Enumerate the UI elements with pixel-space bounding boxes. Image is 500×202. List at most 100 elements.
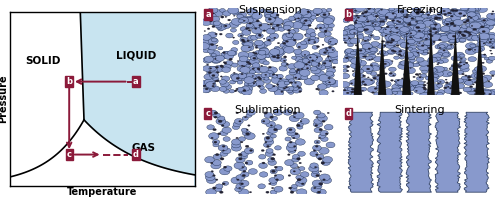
- Circle shape: [450, 22, 458, 26]
- Circle shape: [323, 14, 326, 16]
- Circle shape: [393, 18, 404, 24]
- Circle shape: [324, 15, 335, 22]
- Circle shape: [199, 43, 209, 49]
- Circle shape: [374, 88, 377, 89]
- Circle shape: [426, 12, 430, 14]
- Circle shape: [408, 29, 414, 33]
- Circle shape: [320, 130, 328, 136]
- Circle shape: [274, 128, 278, 131]
- Circle shape: [482, 73, 485, 75]
- Circle shape: [368, 6, 374, 10]
- Circle shape: [374, 76, 380, 80]
- Circle shape: [318, 115, 328, 121]
- Circle shape: [467, 15, 477, 21]
- Circle shape: [240, 180, 249, 186]
- Circle shape: [284, 56, 286, 58]
- Circle shape: [350, 63, 360, 68]
- Circle shape: [202, 48, 210, 53]
- Circle shape: [277, 81, 287, 88]
- Circle shape: [382, 41, 384, 42]
- Circle shape: [452, 38, 460, 43]
- Circle shape: [458, 31, 462, 33]
- Circle shape: [218, 27, 224, 31]
- Circle shape: [374, 92, 380, 96]
- Circle shape: [478, 77, 488, 83]
- Circle shape: [230, 58, 232, 60]
- Circle shape: [443, 10, 446, 12]
- Circle shape: [486, 13, 498, 19]
- Circle shape: [378, 82, 382, 84]
- Circle shape: [379, 28, 390, 34]
- Circle shape: [433, 92, 438, 95]
- Circle shape: [402, 79, 410, 84]
- Circle shape: [242, 29, 251, 35]
- Circle shape: [238, 19, 244, 23]
- Circle shape: [228, 7, 239, 14]
- Circle shape: [436, 52, 442, 56]
- Circle shape: [242, 130, 250, 136]
- Circle shape: [450, 13, 452, 14]
- Circle shape: [352, 91, 362, 97]
- Circle shape: [292, 184, 298, 188]
- Circle shape: [474, 15, 480, 18]
- Circle shape: [418, 31, 425, 35]
- Circle shape: [266, 17, 275, 23]
- Circle shape: [270, 181, 276, 185]
- Circle shape: [473, 21, 484, 28]
- Circle shape: [406, 35, 418, 42]
- Circle shape: [242, 128, 248, 132]
- Circle shape: [266, 53, 273, 57]
- Circle shape: [212, 140, 220, 144]
- Circle shape: [407, 39, 415, 44]
- Circle shape: [201, 19, 211, 25]
- Circle shape: [254, 41, 265, 48]
- Circle shape: [206, 64, 208, 65]
- Circle shape: [293, 171, 296, 172]
- Circle shape: [241, 45, 251, 52]
- Circle shape: [439, 45, 445, 48]
- Circle shape: [432, 28, 436, 30]
- Circle shape: [271, 12, 274, 14]
- Circle shape: [296, 86, 298, 87]
- Circle shape: [280, 78, 281, 79]
- Circle shape: [488, 81, 490, 82]
- Circle shape: [354, 22, 356, 23]
- Circle shape: [268, 183, 271, 185]
- Circle shape: [299, 162, 302, 164]
- Circle shape: [244, 117, 246, 118]
- Circle shape: [290, 191, 294, 193]
- Circle shape: [312, 61, 320, 66]
- Circle shape: [458, 92, 462, 94]
- Circle shape: [350, 29, 358, 34]
- Circle shape: [266, 137, 270, 139]
- Circle shape: [257, 77, 260, 79]
- Circle shape: [273, 87, 283, 93]
- Circle shape: [427, 65, 430, 67]
- Circle shape: [234, 72, 235, 73]
- Circle shape: [371, 59, 373, 60]
- Circle shape: [302, 12, 312, 18]
- Circle shape: [252, 27, 262, 34]
- Circle shape: [488, 33, 496, 37]
- Circle shape: [326, 71, 334, 76]
- Circle shape: [240, 27, 247, 31]
- Circle shape: [470, 49, 472, 50]
- Circle shape: [356, 69, 364, 73]
- Circle shape: [389, 73, 396, 77]
- Circle shape: [358, 16, 370, 23]
- Circle shape: [242, 55, 248, 59]
- Circle shape: [290, 168, 300, 175]
- Circle shape: [373, 24, 378, 27]
- Circle shape: [477, 35, 484, 38]
- Circle shape: [216, 67, 222, 70]
- Circle shape: [272, 74, 274, 75]
- Circle shape: [324, 74, 330, 77]
- Circle shape: [342, 69, 347, 72]
- Circle shape: [408, 19, 417, 24]
- Circle shape: [386, 12, 396, 19]
- Circle shape: [294, 112, 304, 119]
- Circle shape: [350, 8, 358, 13]
- Circle shape: [257, 68, 260, 70]
- Circle shape: [472, 47, 482, 53]
- Circle shape: [292, 33, 303, 40]
